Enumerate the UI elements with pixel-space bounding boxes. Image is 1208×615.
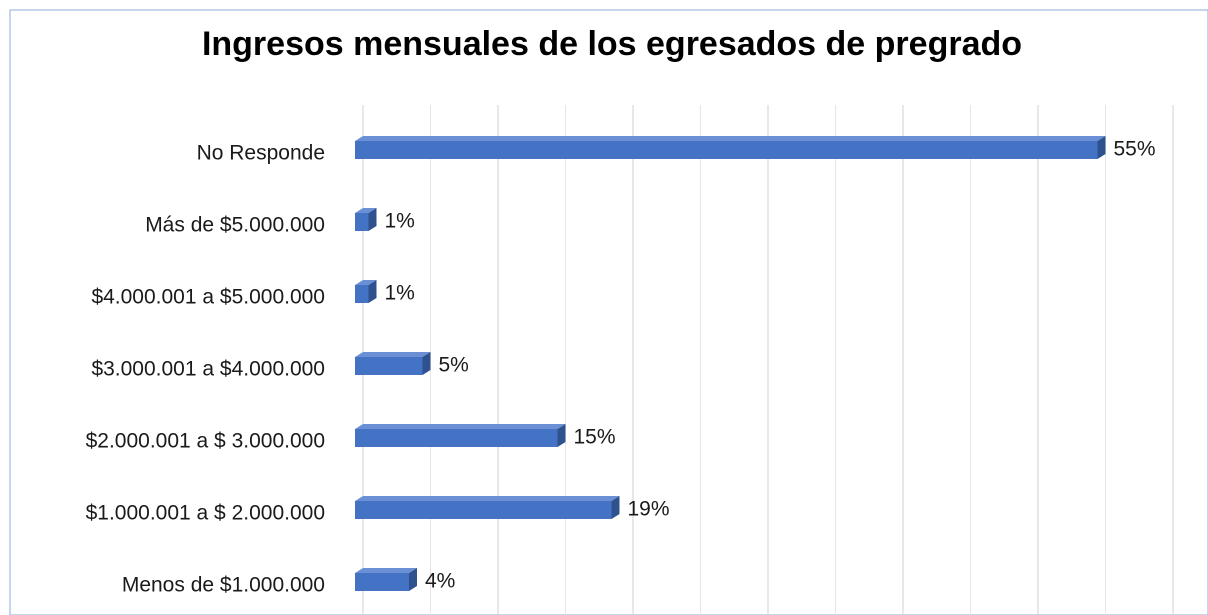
bar-top bbox=[355, 352, 431, 357]
bar bbox=[355, 136, 1106, 159]
bar-top bbox=[355, 208, 377, 213]
y-tick-label: $2.000.001 a $ 3.000.000 bbox=[86, 430, 325, 453]
y-tick-label: $3.000.001 a $4.000.000 bbox=[91, 358, 325, 381]
bar-top bbox=[355, 424, 566, 429]
value-label: 5% bbox=[439, 354, 469, 377]
bar-front bbox=[355, 429, 558, 447]
bar-top bbox=[355, 568, 417, 573]
value-label: 19% bbox=[628, 498, 670, 521]
bar bbox=[355, 496, 620, 519]
bar-side bbox=[368, 208, 377, 231]
chart-border bbox=[9, 9, 1208, 615]
bar-side bbox=[1097, 136, 1106, 159]
bar-side bbox=[409, 568, 417, 591]
value-label: 55% bbox=[1114, 138, 1156, 161]
value-label: 15% bbox=[574, 426, 616, 449]
bar-front bbox=[355, 141, 1098, 159]
bar-side bbox=[368, 280, 377, 303]
y-tick-label: $4.000.001 a $5.000.000 bbox=[91, 286, 325, 309]
y-tick-label: Menos de $1.000.000 bbox=[122, 574, 325, 597]
bar bbox=[355, 280, 377, 303]
bar-front bbox=[355, 501, 612, 519]
bar-side bbox=[611, 496, 620, 519]
bar bbox=[355, 424, 566, 447]
value-label: 1% bbox=[385, 282, 415, 305]
bar-front bbox=[355, 573, 409, 591]
y-tick-label: $1.000.001 a $ 2.000.000 bbox=[86, 502, 325, 525]
bar bbox=[355, 208, 377, 231]
chart-title: Ingresos mensuales de los egresados de p… bbox=[202, 25, 1022, 63]
bar-top bbox=[355, 136, 1106, 141]
bar-top bbox=[355, 280, 377, 285]
bar-top bbox=[355, 496, 620, 501]
y-tick-label: No Responde bbox=[197, 142, 325, 165]
value-label: 4% bbox=[425, 570, 455, 593]
value-label: 1% bbox=[385, 210, 415, 233]
bar-front bbox=[355, 285, 369, 303]
bar-front bbox=[355, 213, 369, 231]
y-tick-label: Más de $5.000.000 bbox=[145, 214, 325, 237]
bar-side bbox=[422, 352, 431, 375]
bar bbox=[355, 352, 431, 375]
bar-side bbox=[557, 424, 566, 447]
bar bbox=[355, 568, 417, 591]
bar-front bbox=[355, 357, 423, 375]
